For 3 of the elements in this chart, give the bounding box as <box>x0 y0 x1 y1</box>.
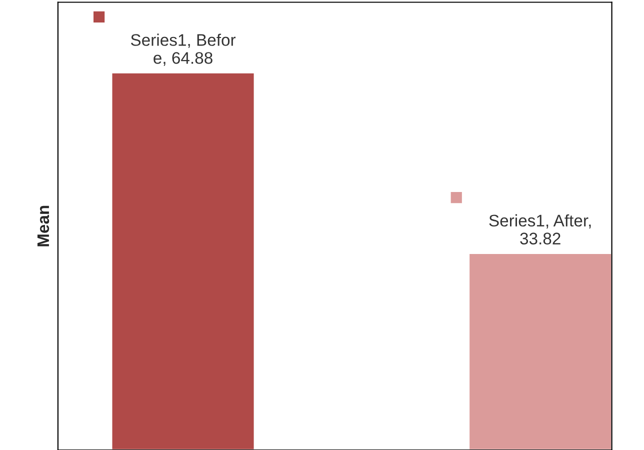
data-label: Series1, Befor e, 64.88 <box>130 34 236 66</box>
y-axis-title: Mean <box>37 206 50 246</box>
data-label: Series1, After, 33.82 <box>489 214 591 244</box>
